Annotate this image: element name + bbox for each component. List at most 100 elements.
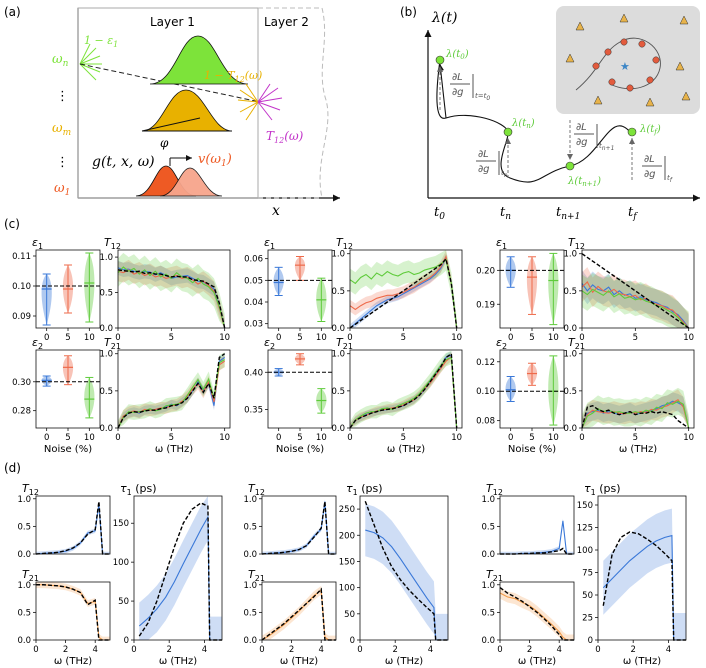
series-band	[365, 503, 448, 640]
y-tick-label: 0.5	[563, 387, 577, 397]
x-tick-label: 10	[316, 333, 327, 343]
x-tick-label: 2	[289, 645, 294, 655]
chart-d1_tau: 0 50 100 150 0 2 4 ω (THz) τ1 (ps)	[113, 482, 223, 667]
y-tick-label: 0.30	[12, 378, 31, 388]
svg-text:∂g: ∂g	[576, 137, 588, 148]
omega-m-label: ωm	[52, 121, 71, 138]
axes-frame	[349, 249, 463, 329]
x-axis-label: ω (THz)	[159, 656, 197, 667]
chart-d2_tau: 0 50 100 150 200 250 0 2 4 ω (THz) τ1 (ps)	[339, 482, 449, 667]
y-tick-label: 1.0	[331, 250, 345, 260]
y-tick-label: 100	[339, 584, 355, 594]
inset-node	[592, 62, 600, 70]
chart-title-sub: 21	[343, 342, 353, 351]
panel-a-label: (a)	[4, 5, 21, 19]
chart-title-main: T	[568, 236, 576, 249]
y-tick-label: 0.0	[481, 550, 495, 560]
x-axis-label: Noise (%)	[508, 444, 556, 455]
inset-node	[626, 84, 634, 92]
inset-triangle	[679, 15, 689, 25]
lambda-point-tf	[627, 127, 637, 137]
layer1-label: Layer 1	[150, 15, 195, 29]
x-tick-label: 0	[579, 333, 584, 343]
inset-node	[608, 78, 616, 86]
y-tick-label: 0.0	[17, 550, 31, 560]
chart-title: T21	[248, 568, 265, 583]
x-tick-label: 10	[84, 333, 95, 343]
x-tick-label: 5	[401, 433, 406, 443]
y-tick-label: 0.0	[243, 636, 257, 646]
lambda-label-t0: λ(t0)	[445, 49, 469, 61]
y-tick-label: 0.05	[244, 276, 263, 286]
axes-frame	[597, 495, 687, 641]
series-line	[602, 534, 686, 641]
svg-text:∂g: ∂g	[644, 169, 656, 180]
axes-frame	[117, 349, 231, 429]
series-band	[36, 582, 110, 640]
x-tick-label: 0	[508, 433, 513, 443]
x-tick-label: 2	[166, 645, 171, 655]
axes-frame	[261, 495, 337, 555]
tick-t0: t0	[434, 205, 445, 222]
chart-title-main: ε	[496, 336, 502, 349]
target-line	[35, 501, 110, 555]
series-band	[350, 352, 457, 428]
series-band	[582, 392, 689, 428]
chart-title-sub: 1	[38, 242, 43, 251]
x-tick-label: 5	[65, 433, 70, 443]
chart-d3_T21: 0.0 0.5 1.0 0 2 4ω (THz) T21	[481, 568, 575, 667]
chart-title-main: ε	[32, 336, 38, 349]
y-tick-label: 0.5	[331, 387, 345, 397]
y-tick-label: 1.0	[243, 581, 257, 591]
chart-title-main: T	[336, 236, 344, 249]
chart-title: ε1	[496, 236, 507, 251]
series-band	[582, 267, 689, 328]
chart-title: τ1 (ps)	[346, 482, 383, 497]
y-tick-label: 0.11	[12, 252, 31, 262]
y-tick-label: 0.0	[481, 636, 495, 646]
y-tick-label: 0	[350, 636, 355, 646]
y-tick-label: 0.08	[476, 417, 495, 427]
y-tick-label: 0	[588, 636, 593, 646]
y-tick-label: 1.0	[99, 253, 113, 263]
y-tick-label: 250	[339, 505, 355, 515]
axes-frame	[35, 581, 111, 641]
chart-title-sub: 1	[127, 488, 132, 497]
lambda-label-tf: λ(tf)	[639, 124, 661, 136]
y-tick-label: 0.5	[243, 522, 257, 532]
x-tick-label: 5	[297, 333, 302, 343]
series-band	[118, 252, 225, 328]
chart-d1_T21: 0.0 0.5 1.0 0 2 4ω (THz) T21	[17, 568, 111, 667]
svg-text:tf: tf	[667, 174, 673, 184]
series-band	[350, 350, 457, 428]
svg-text:tn+1: tn+1	[599, 142, 614, 152]
chart-c2_T21: 0.00.51.00 5 10ω (THz)T21	[331, 336, 463, 455]
x-tick-label: 0	[595, 645, 600, 655]
chart-title-sub: 12	[255, 488, 265, 497]
y-tick-label: 50	[582, 591, 593, 601]
x-tick-label: 0	[357, 645, 362, 655]
chart-c2_eps1: 0.03 0.04 0.05 0.06 0 5 10 ε1	[244, 236, 333, 343]
target-line	[581, 404, 690, 429]
svg-text:∂L: ∂L	[478, 149, 489, 160]
series-band	[118, 259, 225, 328]
y-tick-label: 0.06	[244, 255, 263, 265]
inset-triangle	[593, 95, 603, 105]
axes-frame	[349, 349, 463, 429]
x-tick-label: 4	[428, 645, 433, 655]
inset-triangle	[675, 61, 685, 71]
y-tick-label: 0.0	[331, 424, 345, 434]
series-line	[349, 356, 458, 429]
y-tick-label: 125	[577, 524, 593, 534]
x-tick-label: 0	[276, 333, 281, 343]
x-tick-label: 10	[683, 333, 694, 343]
inset-node	[604, 48, 612, 56]
inset-box	[556, 6, 700, 114]
green-reflection-burst	[79, 43, 102, 81]
y-tick-label: 50	[344, 610, 355, 620]
